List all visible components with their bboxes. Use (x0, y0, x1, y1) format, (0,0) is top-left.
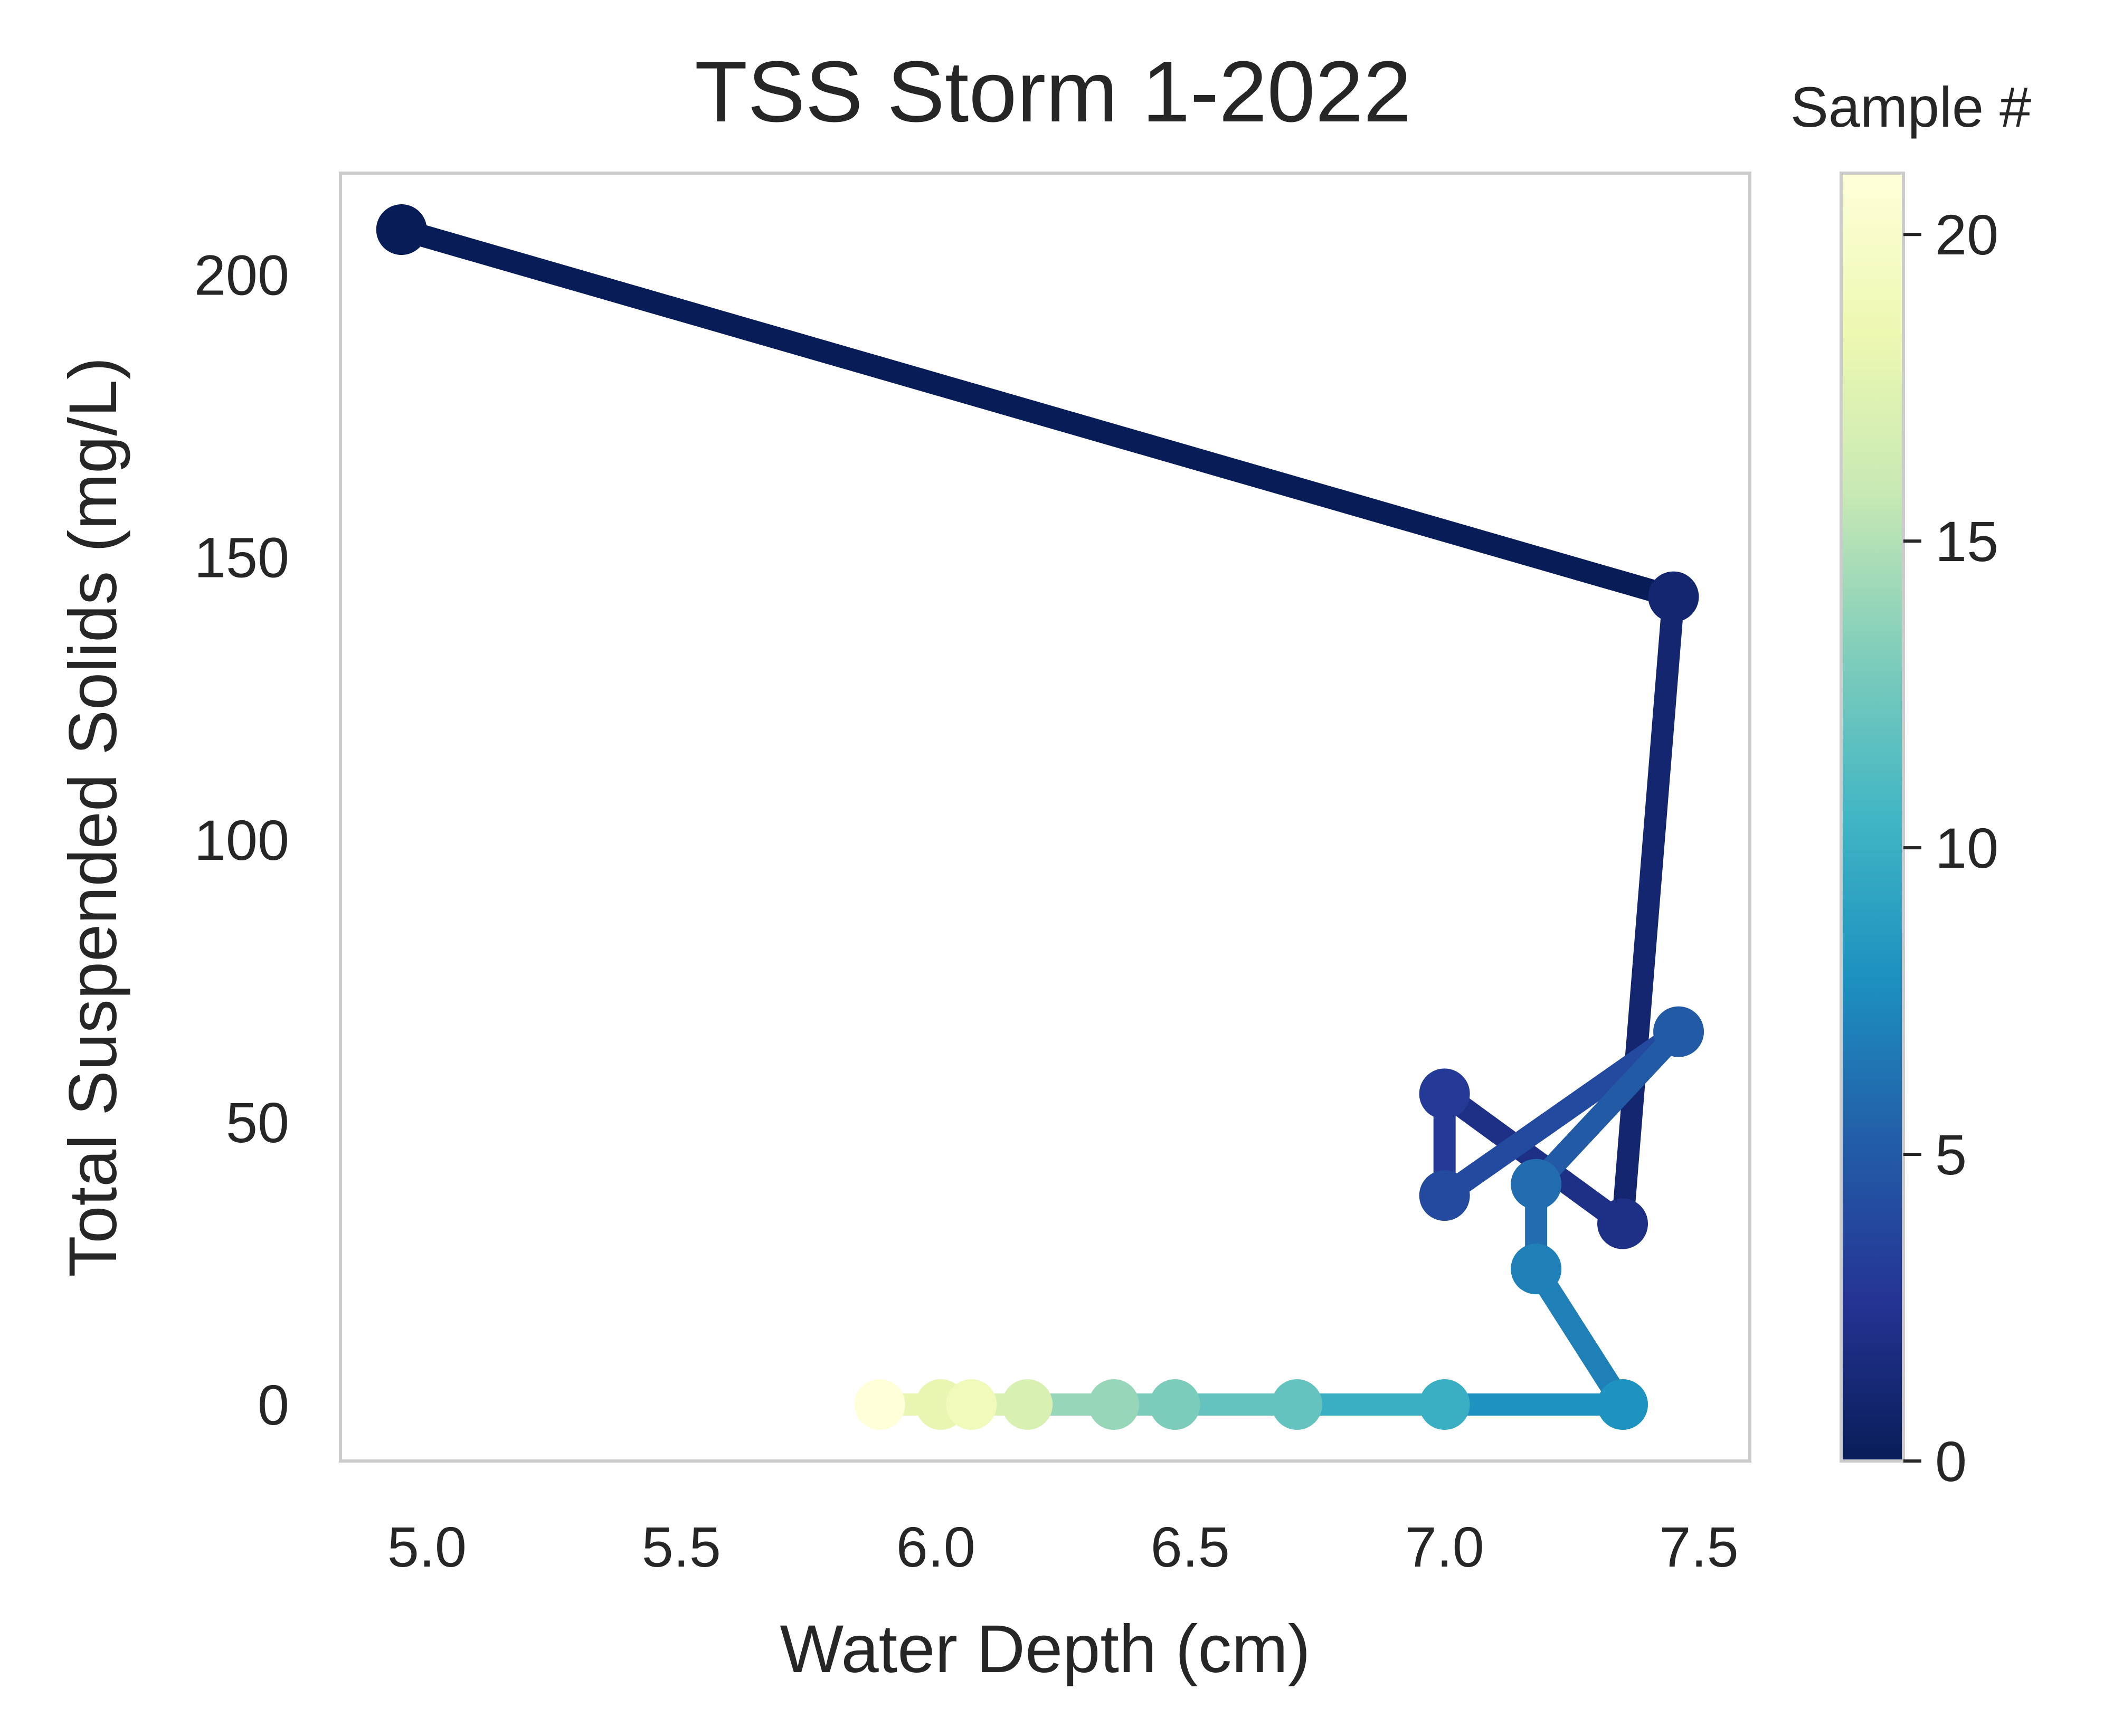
x-tick-label: 5.5 (642, 1515, 721, 1579)
colorbar-tick-label: 15 (1935, 509, 1998, 573)
colorbar-ticks: 0 5 10 15 20 (1903, 203, 1998, 1493)
data-point (1511, 1244, 1562, 1295)
x-tick-label: 5.0 (387, 1515, 467, 1579)
data-point (1088, 1379, 1140, 1430)
colorbar-label: Sample # (1790, 75, 2031, 139)
colorbar (1840, 172, 1905, 1463)
data-point (1597, 1198, 1648, 1249)
y-tick-label: 50 (226, 1090, 289, 1154)
data-point (1419, 1068, 1470, 1120)
y-tick-label: 200 (194, 243, 289, 307)
line-segment (1612, 585, 1685, 1235)
chart-title: TSS Storm 1-2022 (695, 43, 1411, 140)
x-tick-label: 7.5 (1660, 1515, 1739, 1579)
plot-area (339, 172, 1751, 1463)
data-point (1597, 1379, 1648, 1430)
data-point (1511, 1159, 1562, 1210)
y-tick-label: 0 (258, 1373, 289, 1437)
y-axis-label: Total Suspended Solids (mg/L) (55, 357, 131, 1277)
data-point (1272, 1379, 1323, 1430)
colorbar-tick-label: 5 (1935, 1123, 1967, 1187)
data-point (1419, 1170, 1470, 1221)
data-point (854, 1379, 905, 1430)
colorbar-tick-label: 20 (1935, 203, 1998, 267)
x-tick-label: 6.5 (1151, 1515, 1230, 1579)
line-segment (1525, 1020, 1690, 1196)
x-axis-label: Water Depth (cm) (780, 1611, 1310, 1687)
data-point (1419, 1379, 1470, 1430)
x-tick-label: 7.0 (1405, 1515, 1484, 1579)
y-axis-ticks: 0 50 100 150 200 (194, 243, 289, 1437)
line-segment (1525, 1258, 1634, 1416)
y-tick-label: 150 (194, 526, 289, 590)
data-point (376, 204, 427, 255)
x-axis-ticks: 5.0 5.5 6.0 6.5 7.0 7.5 (387, 1515, 1739, 1579)
colorbar-tick-label: 10 (1935, 816, 1998, 880)
line-segment (1433, 1083, 1634, 1235)
colorbar-tick-label: 0 (1935, 1429, 1967, 1493)
data-point (1648, 571, 1699, 622)
data-points (376, 204, 1704, 1430)
data-point (1653, 1006, 1704, 1057)
y-tick-label: 100 (194, 808, 289, 872)
data-point (1002, 1379, 1053, 1430)
data-point (946, 1379, 997, 1430)
x-tick-label: 6.0 (896, 1515, 975, 1579)
line-segment (390, 219, 1685, 608)
data-point (1149, 1379, 1200, 1430)
